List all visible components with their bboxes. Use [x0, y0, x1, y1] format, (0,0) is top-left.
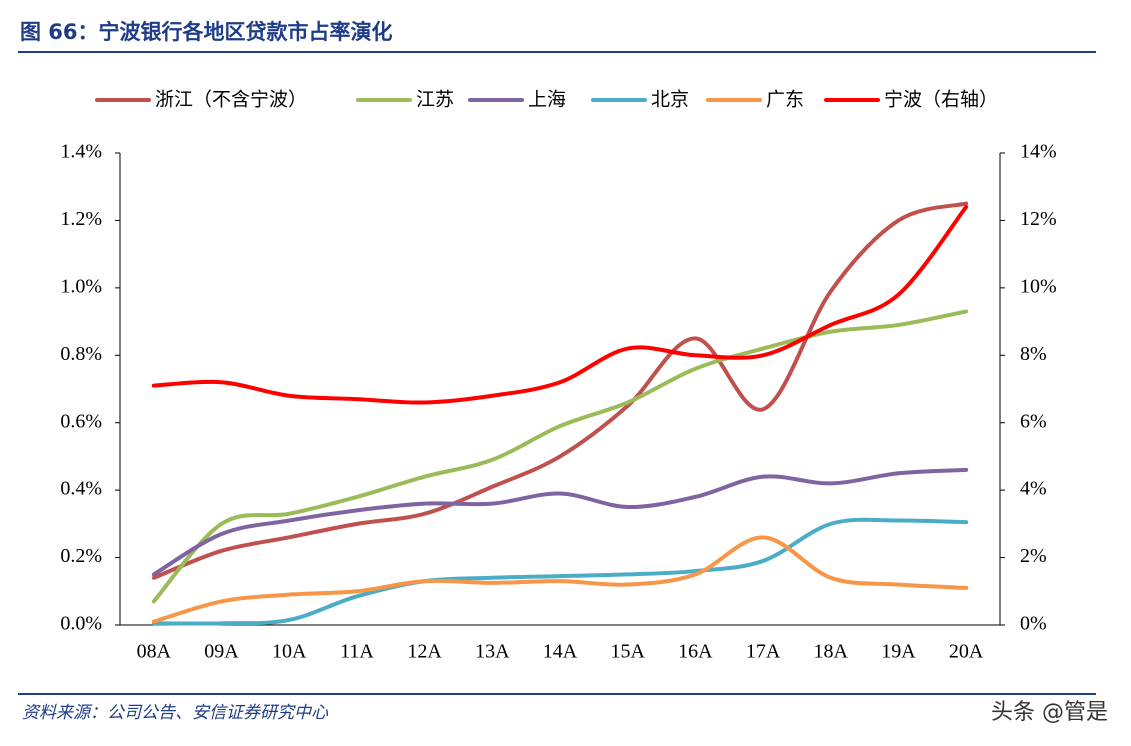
y2-tick-label: 14% — [1020, 141, 1057, 163]
y2-tick-label: 8% — [1020, 343, 1047, 365]
y2-tick-label: 2% — [1020, 545, 1047, 567]
x-tick-label: 10A — [272, 641, 307, 663]
y-tick-label: 0.4% — [60, 478, 102, 500]
x-tick-label: 19A — [881, 641, 916, 663]
series-line — [151, 535, 969, 624]
y2-tick-label: 0% — [1020, 613, 1047, 635]
y2-tick-label: 6% — [1020, 410, 1047, 432]
y-tick-label: 1.0% — [60, 275, 102, 297]
series-line — [151, 201, 969, 580]
legend-label: 北京 — [651, 89, 689, 111]
legend-label: 浙江（不含宁波） — [155, 89, 307, 111]
x-tick-label: 08A — [137, 641, 172, 663]
series-line — [151, 309, 969, 604]
y-tick-label: 0.2% — [60, 545, 102, 567]
legend-label: 江苏 — [416, 89, 454, 111]
x-tick-label: 17A — [746, 641, 781, 663]
y2-tick-label: 12% — [1020, 208, 1057, 230]
series-line — [151, 517, 969, 626]
legend-label: 宁波（右轴） — [884, 89, 998, 111]
x-tick-label: 20A — [949, 641, 984, 663]
x-tick-label: 13A — [475, 641, 510, 663]
x-tick-label: 09A — [204, 641, 239, 663]
y2-tick-label: 10% — [1020, 275, 1057, 297]
legend-label: 上海 — [528, 89, 566, 111]
y-tick-label: 0.6% — [60, 410, 102, 432]
y2-tick-label: 4% — [1020, 478, 1047, 500]
chart-title: 图 66：宁波银行各地区贷款市占率演化 — [20, 20, 393, 44]
x-tick-label: 14A — [543, 641, 578, 663]
source: 资料来源：公司公告、安信证券研究中心 — [22, 703, 329, 723]
x-tick-label: 15A — [610, 641, 645, 663]
x-tick-label: 11A — [340, 641, 374, 663]
y-tick-label: 1.4% — [60, 141, 102, 163]
y-tick-label: 1.2% — [60, 208, 102, 230]
x-tick-label: 16A — [678, 641, 713, 663]
series-line — [151, 204, 969, 405]
legend-label: 广东 — [766, 89, 804, 111]
watermark: 头条 @管是 — [991, 700, 1108, 725]
x-tick-label: 18A — [814, 641, 849, 663]
x-tick-label: 12A — [407, 641, 442, 663]
series-line — [151, 467, 969, 577]
y-tick-label: 0.0% — [60, 613, 102, 635]
y-tick-label: 0.8% — [60, 343, 102, 365]
